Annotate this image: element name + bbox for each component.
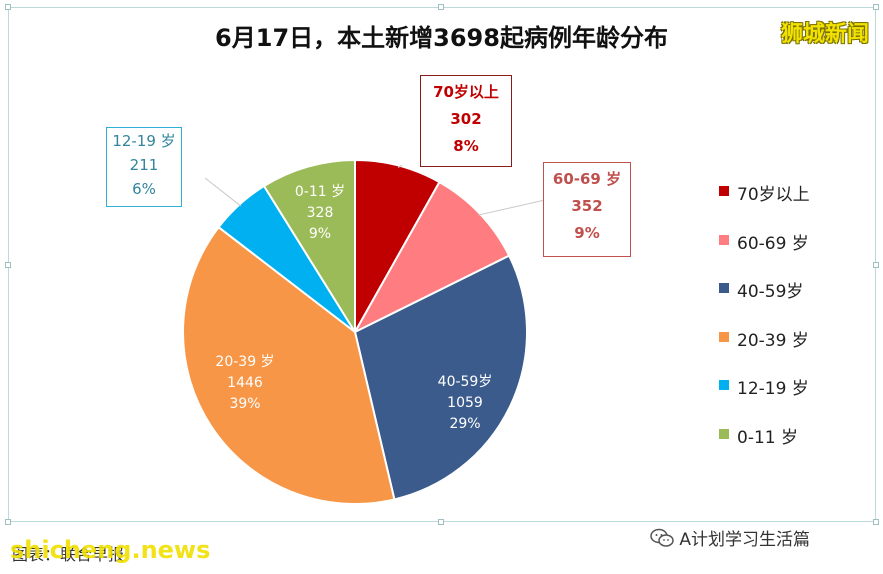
slice-data-label: 39% [229, 396, 260, 412]
callout-text: 6% [132, 180, 156, 198]
leader-line [204, 177, 242, 207]
callout-text: 70岁以上 [433, 83, 499, 101]
slice-data-label: 40-59岁 [438, 374, 493, 390]
legend-swatch [719, 380, 729, 390]
leader-line [397, 164, 403, 168]
resize-handle[interactable] [438, 4, 444, 10]
pie-slice-3 [182, 225, 396, 505]
legend-label: 20-39 岁 [737, 330, 809, 351]
legend-swatch [719, 186, 729, 196]
callout-text: 302 [450, 110, 482, 128]
callout-label: 60-69 岁 352 9% [543, 162, 631, 257]
callout-label: 70岁以上 302 8% [420, 75, 512, 167]
resize-handle[interactable] [438, 519, 444, 525]
pie-slice-1 [352, 180, 511, 335]
slice-data-label: 1059 [447, 395, 483, 411]
account-name: A计划学习生活篇 [679, 530, 811, 550]
wechat-icon [650, 528, 674, 553]
legend-label: 40-59岁 [737, 282, 804, 302]
slice-data-label: 29% [449, 416, 480, 432]
resize-handle[interactable] [873, 262, 879, 268]
slice-data-label: 20-39 岁 [215, 354, 274, 370]
legend-swatch [719, 283, 729, 293]
slice-data-label: 328 [307, 205, 334, 221]
watermark: shicheng.news [10, 536, 211, 564]
brand-logo: 狮城新闻 [780, 22, 869, 47]
pie-slice-0 [354, 158, 441, 336]
callout-label: 12-19 岁 211 6% [106, 127, 182, 207]
wechat-account: A计划学习生活篇 [650, 525, 810, 553]
legend-label: 0-11 岁 [737, 427, 798, 448]
footer-source: 图表：联合早报 [12, 545, 125, 564]
legend-swatch [719, 331, 729, 342]
callout-text: 211 [129, 156, 159, 174]
legend-label: 12-19 岁 [737, 379, 809, 399]
resize-handle[interactable] [873, 4, 879, 10]
pie-slice-5 [262, 158, 356, 336]
slice-data-label: 0-11 岁 [295, 184, 345, 200]
pie-slice-2 [353, 254, 528, 501]
legend-label: 70岁以上 [737, 185, 810, 205]
resize-handle[interactable] [873, 519, 879, 525]
resize-handle[interactable] [5, 262, 11, 268]
slice-data-label: 1446 [227, 375, 263, 391]
resize-handle[interactable] [5, 4, 11, 10]
legend-swatch [719, 234, 729, 245]
resize-handle[interactable] [5, 519, 11, 525]
legend-swatch [719, 428, 729, 439]
chart-title: 6月17日，本土新增3698起病例年龄分布 [215, 24, 668, 52]
callout-text: 9% [574, 224, 600, 242]
callout-text: 60-69 岁 [552, 170, 622, 188]
callout-text: 352 [571, 197, 603, 215]
legend-label: 60-69 岁 [737, 233, 809, 254]
callout-text: 8% [453, 137, 479, 155]
leader-line [478, 199, 546, 216]
callout-text: 12-19 岁 [112, 132, 176, 150]
slice-data-label: 9% [309, 226, 331, 242]
